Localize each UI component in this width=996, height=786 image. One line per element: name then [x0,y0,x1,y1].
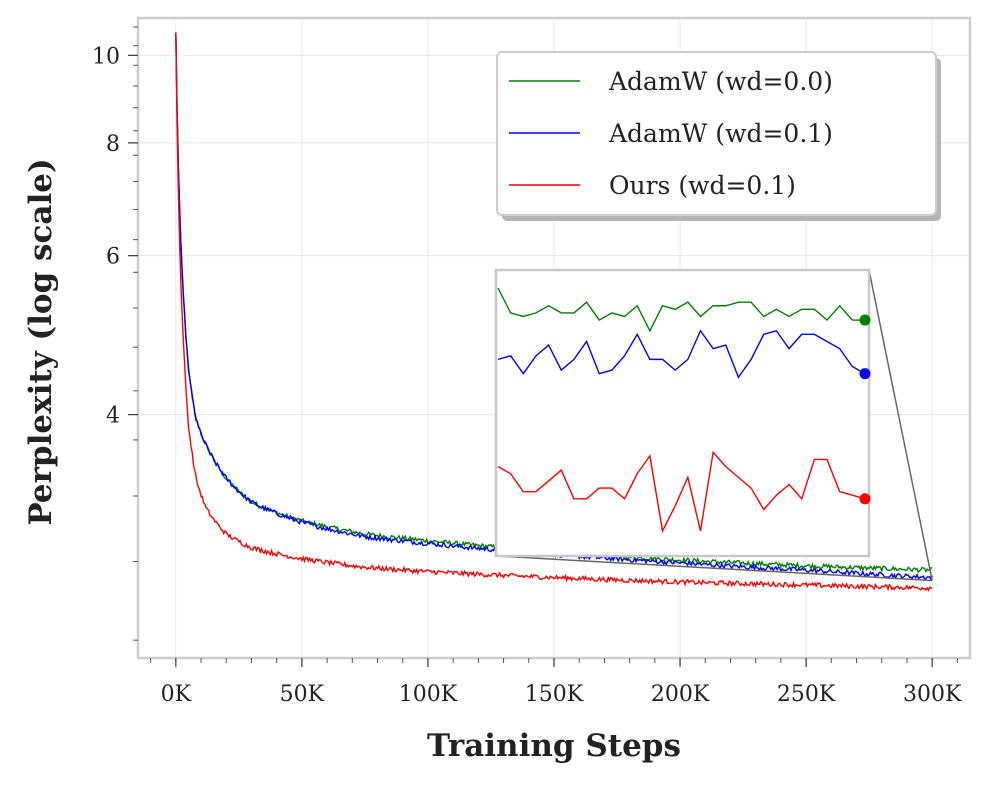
x-axis-title: Training Steps [427,728,681,764]
legend: AdamW (wd=0.0) AdamW (wd=0.1) Ours (wd=0.1… [496,51,937,216]
y-tick-label: 10 [92,44,120,69]
y-tick-label: 8 [106,132,120,157]
x-tick-label: 250K [777,682,836,707]
x-tick-label: 0K [161,682,192,707]
legend-box [496,51,937,216]
x-tick-label: 150K [525,682,584,707]
x-tick-label: 50K [280,682,325,707]
inset-box [494,268,871,558]
inset-series-line [497,329,866,379]
inset-endpoint-marker [859,368,871,380]
x-tick-label: 300K [903,682,962,707]
inset-series-line [497,287,865,333]
inset-connector [495,555,933,582]
inset-endpoint-marker [859,493,871,505]
zoom-inset [494,268,933,582]
x-tick-label: 100K [399,682,458,707]
y-axis-title: Perplexity (log scale) [23,158,59,525]
series-line [175,32,933,592]
inset-endpoint-marker [859,314,871,326]
inset-series-line [497,450,866,534]
x-tick-label: 200K [651,682,710,707]
axis-ticks: 0K 50K 100K 150K 200K 250K 300K 4 6 8 10 [92,26,962,707]
legend-label: Ours (wd=0.1) [609,171,796,200]
y-tick-label: 6 [106,245,120,270]
y-tick-label: 4 [106,404,120,429]
legend-label: AdamW (wd=0.0) [608,67,833,96]
legend-label: AdamW (wd=0.1) [608,119,833,148]
inset-connector [868,269,933,581]
